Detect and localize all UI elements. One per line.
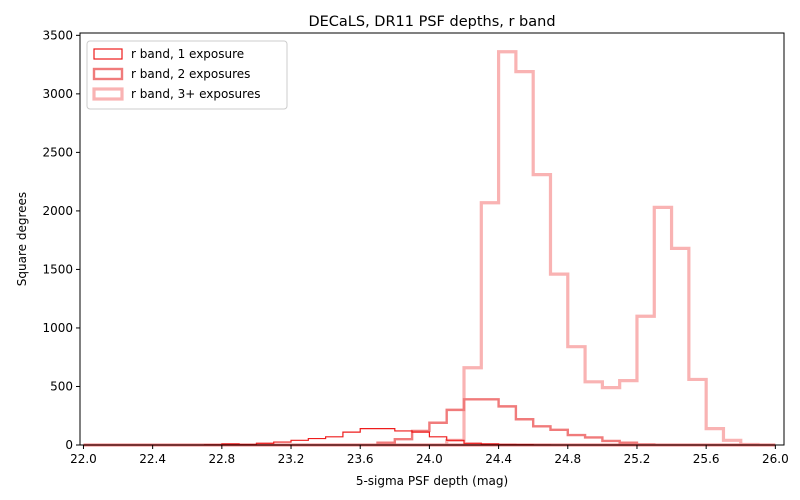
series-step-3 (83, 50, 776, 447)
x-tick-label: 25.2 (624, 452, 651, 466)
x-tick-label: 23.2 (278, 452, 305, 466)
legend: r band, 1 exposure r band, 2 exposures r b… (86, 40, 288, 110)
x-tick-label: 23.6 (347, 452, 374, 466)
y-tick-label: 0 (65, 438, 73, 452)
x-tick-label: 22.4 (139, 452, 166, 466)
x-tick-label: 24.4 (485, 452, 512, 466)
y-tick-label: 3000 (42, 87, 73, 101)
x-axis-title: 5-sigma PSF depth (mag) (356, 474, 508, 488)
legend-label-1: r band, 1 exposure (131, 47, 244, 61)
y-tick-label: 500 (50, 379, 73, 393)
legend-swatch-1 (93, 48, 123, 60)
legend-swatch-2 (92, 67, 124, 81)
y-tick-label: 2000 (42, 204, 73, 218)
legend-swatch-3 (92, 87, 124, 101)
y-tick-label: 2500 (42, 145, 73, 159)
x-tick-label: 24.0 (416, 452, 443, 466)
plot-frame (79, 32, 785, 446)
x-tick-label: 25.6 (693, 452, 720, 466)
y-axis-title: Square degrees (15, 192, 29, 286)
series-step-2 (83, 398, 776, 447)
chart-title: DECaLS, DR11 PSF depths, r band (308, 14, 555, 30)
y-axis: 0 500 1000 1500 2000 2500 3000 3500 (42, 28, 80, 452)
x-tick-label: 26.0 (762, 452, 789, 466)
series-layer (83, 50, 776, 447)
x-tick-label: 24.8 (554, 452, 581, 466)
x-axis: 22.0 22.4 22.8 23.2 23.6 24.0 24.4 24.8 25.2 25.6… (70, 445, 789, 466)
y-tick-label: 1500 (42, 262, 73, 276)
x-tick-label: 22.8 (208, 452, 235, 466)
legend-label-2: r band, 2 exposures (131, 67, 250, 81)
y-tick-label: 1000 (42, 321, 73, 335)
y-tick-label: 3500 (42, 28, 73, 42)
legend-box (86, 40, 288, 110)
legend-label-3: r band, 3+ exposures (131, 87, 260, 101)
x-tick-label: 22.0 (70, 452, 97, 466)
